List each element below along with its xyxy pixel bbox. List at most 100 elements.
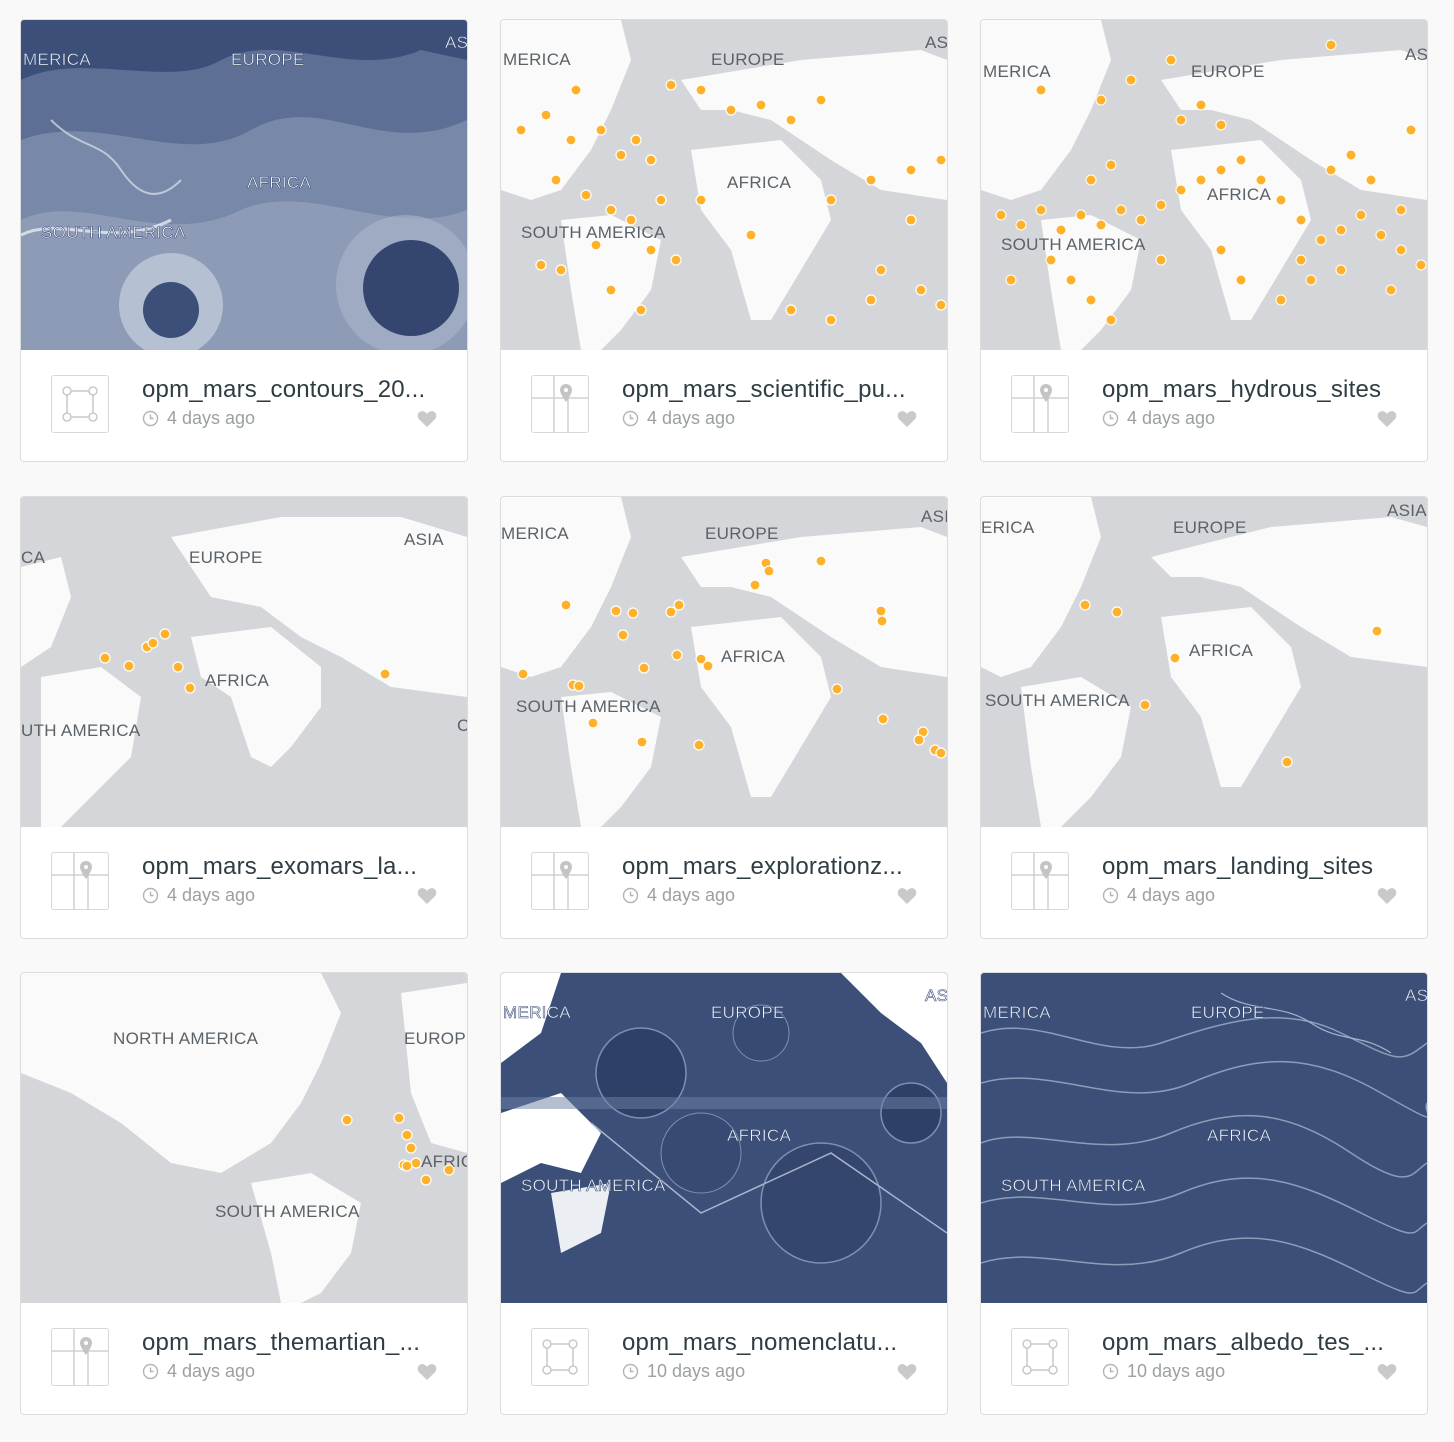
point-map-icon [531,375,589,433]
dataset-card[interactable]: CA EUROPE ASIA AFRICA UTH AMERICA C opm_… [20,496,468,939]
dataset-title[interactable]: opm_mars_landing_sites [1102,853,1374,880]
map-thumbnail[interactable]: MERICA EUROPE AS AFRICA SOUTH AMERICA [981,973,1427,1303]
map-thumbnail[interactable]: MERICA EUROPE ASI AFRICA SOUTH AMERICA [501,497,947,827]
heart-icon[interactable] [1377,1363,1397,1381]
map-label: SOUTH AMERICA [521,1176,666,1195]
heart-icon[interactable] [1377,410,1397,428]
dataset-card[interactable]: MERICA EUROPE AS AFRICA SOUTH AMERICA op… [20,19,468,462]
clock-icon [142,410,159,427]
dataset-card[interactable]: ERICA EUROPE ASIA AFRICA SOUTH AMERICA o… [980,496,1428,939]
map-label: AFRICA [1189,641,1254,660]
dataset-meta: 4 days ago [622,885,735,906]
point-map-icon [1011,852,1069,910]
map-label: MERICA [983,62,1051,81]
dataset-age: 4 days ago [167,1361,256,1381]
map-label: AS [445,33,467,52]
map-label: AFRICA [727,1126,791,1145]
point-cluster [341,1112,455,1186]
map-label: MERICA [503,1003,571,1022]
dataset-title[interactable]: opm_mars_contours_20... [142,376,426,403]
map-label: AFRICA [721,647,785,666]
heart-icon[interactable] [1377,887,1397,905]
point-map-icon [1011,375,1069,433]
map-label: MERICA [503,50,571,69]
dataset-title[interactable]: opm_mars_scientific_pu... [622,376,906,403]
clock-icon [1102,410,1119,427]
map-preview-points: CA EUROPE ASIA AFRICA UTH AMERICA C [21,497,467,827]
card-footer: opm_mars_nomenclatu... 10 days ago [501,1303,947,1414]
dataset-card[interactable]: NORTH AMERICA EUROP AFRIC SOUTH AMERICA … [20,972,468,1415]
map-label: CA [21,548,46,567]
map-preview-dark-polygons: MERICA EUROPE AS AFRICA SOUTH AMERICA [501,973,947,1303]
dataset-title[interactable]: opm_mars_nomenclatu... [622,1329,898,1356]
map-label: EUROPE [189,548,263,567]
point-map-icon [531,852,589,910]
dataset-age: 4 days ago [647,885,736,905]
map-preview-points: MERICA EUROPE AS AFRICA SOUTH AMERICA [501,20,947,350]
map-thumbnail[interactable]: NORTH AMERICA EUROP AFRIC SOUTH AMERICA [21,973,467,1303]
card-footer: opm_mars_hydrous_sites 4 days ago [981,350,1427,461]
map-label: C [457,716,467,735]
point-cluster [1079,599,1383,768]
polygon-icon [531,1328,589,1386]
map-label: ASIA [404,530,444,549]
dataset-meta: 4 days ago [1102,885,1215,906]
dataset-meta: 10 days ago [1102,1361,1225,1382]
polygon-icon [1011,1328,1069,1386]
map-label: MERICA [983,1003,1051,1022]
map-label: SOUTH AMERICA [1001,235,1146,254]
clock-icon [622,410,639,427]
heart-icon[interactable] [417,1363,437,1381]
map-label: EUROP [404,1029,466,1048]
heart-icon[interactable] [417,887,437,905]
map-thumbnail[interactable]: MERICA EUROPE AS AFRICA SOUTH AMERICA [501,20,947,350]
dataset-card[interactable]: MERICA EUROPE AS AFRICA SOUTH AMERICA op… [500,972,948,1415]
dataset-card[interactable]: MERICA EUROPE ASI AFRICA SOUTH AMERICA [500,496,948,939]
dataset-title[interactable]: opm_mars_hydrous_sites [1102,376,1382,403]
map-label: MERICA [23,50,91,69]
map-label: SOUTH AMERICA [41,223,186,242]
map-label: AFRICA [727,173,791,192]
clock-icon [622,1363,639,1380]
map-thumbnail[interactable]: CA EUROPE ASIA AFRICA UTH AMERICA C [21,497,467,827]
dataset-meta: 4 days ago [142,885,255,906]
dataset-card[interactable]: MERICA EUROPE AS AFRICA SOUTH AMERICA op… [980,972,1428,1415]
clock-icon [142,1363,159,1380]
map-thumbnail[interactable]: MERICA EUROPE AS AFRICA SOUTH AMERICA [501,973,947,1303]
map-preview-points: NORTH AMERICA EUROP AFRIC SOUTH AMERICA [21,973,467,1303]
map-thumbnail[interactable]: MERICA EUROPE AS AFRICA SOUTH AMERICA [981,20,1427,350]
clock-icon [1102,887,1119,904]
heart-icon[interactable] [417,410,437,428]
map-label: SOUTH AMERICA [516,697,661,716]
map-label: UTH AMERICA [21,721,141,740]
map-label: EUROPE [1191,62,1265,81]
dataset-title[interactable]: opm_mars_explorationz... [622,853,903,880]
point-map-icon [51,852,109,910]
dataset-title[interactable]: opm_mars_exomars_la... [142,853,418,880]
dataset-card[interactable]: MERICA EUROPE AS AFRICA SOUTH AMERICA op… [980,19,1428,462]
dataset-meta: 10 days ago [622,1361,745,1382]
dataset-card[interactable]: MERICA EUROPE AS AFRICA SOUTH AMERICA [500,19,948,462]
card-footer: opm_mars_themartian_... 4 days ago [21,1303,467,1414]
dataset-age: 4 days ago [1127,885,1216,905]
map-thumbnail[interactable]: MERICA EUROPE AS AFRICA SOUTH AMERICA [21,20,467,350]
map-label: AFRIC [421,1152,467,1171]
point-cluster [99,628,391,694]
map-label: MERICA [501,524,569,543]
heart-icon[interactable] [897,410,917,428]
dataset-meta: 4 days ago [1102,408,1215,429]
card-footer: opm_mars_exomars_la... 4 days ago [21,827,467,938]
heart-icon[interactable] [897,887,917,905]
map-thumbnail[interactable]: ERICA EUROPE ASIA AFRICA SOUTH AMERICA [981,497,1427,827]
clock-icon [622,887,639,904]
map-label: SOUTH AMERICA [1001,1176,1146,1195]
dataset-title[interactable]: opm_mars_themartian_... [142,1329,421,1356]
map-label: EUROPE [705,524,779,543]
dataset-age: 4 days ago [647,408,736,428]
dataset-title[interactable]: opm_mars_albedo_tes_... [1102,1329,1385,1356]
heart-icon[interactable] [897,1363,917,1381]
map-label: EUROPE [711,1003,785,1022]
dataset-meta: 4 days ago [622,408,735,429]
point-map-icon [51,1328,109,1386]
